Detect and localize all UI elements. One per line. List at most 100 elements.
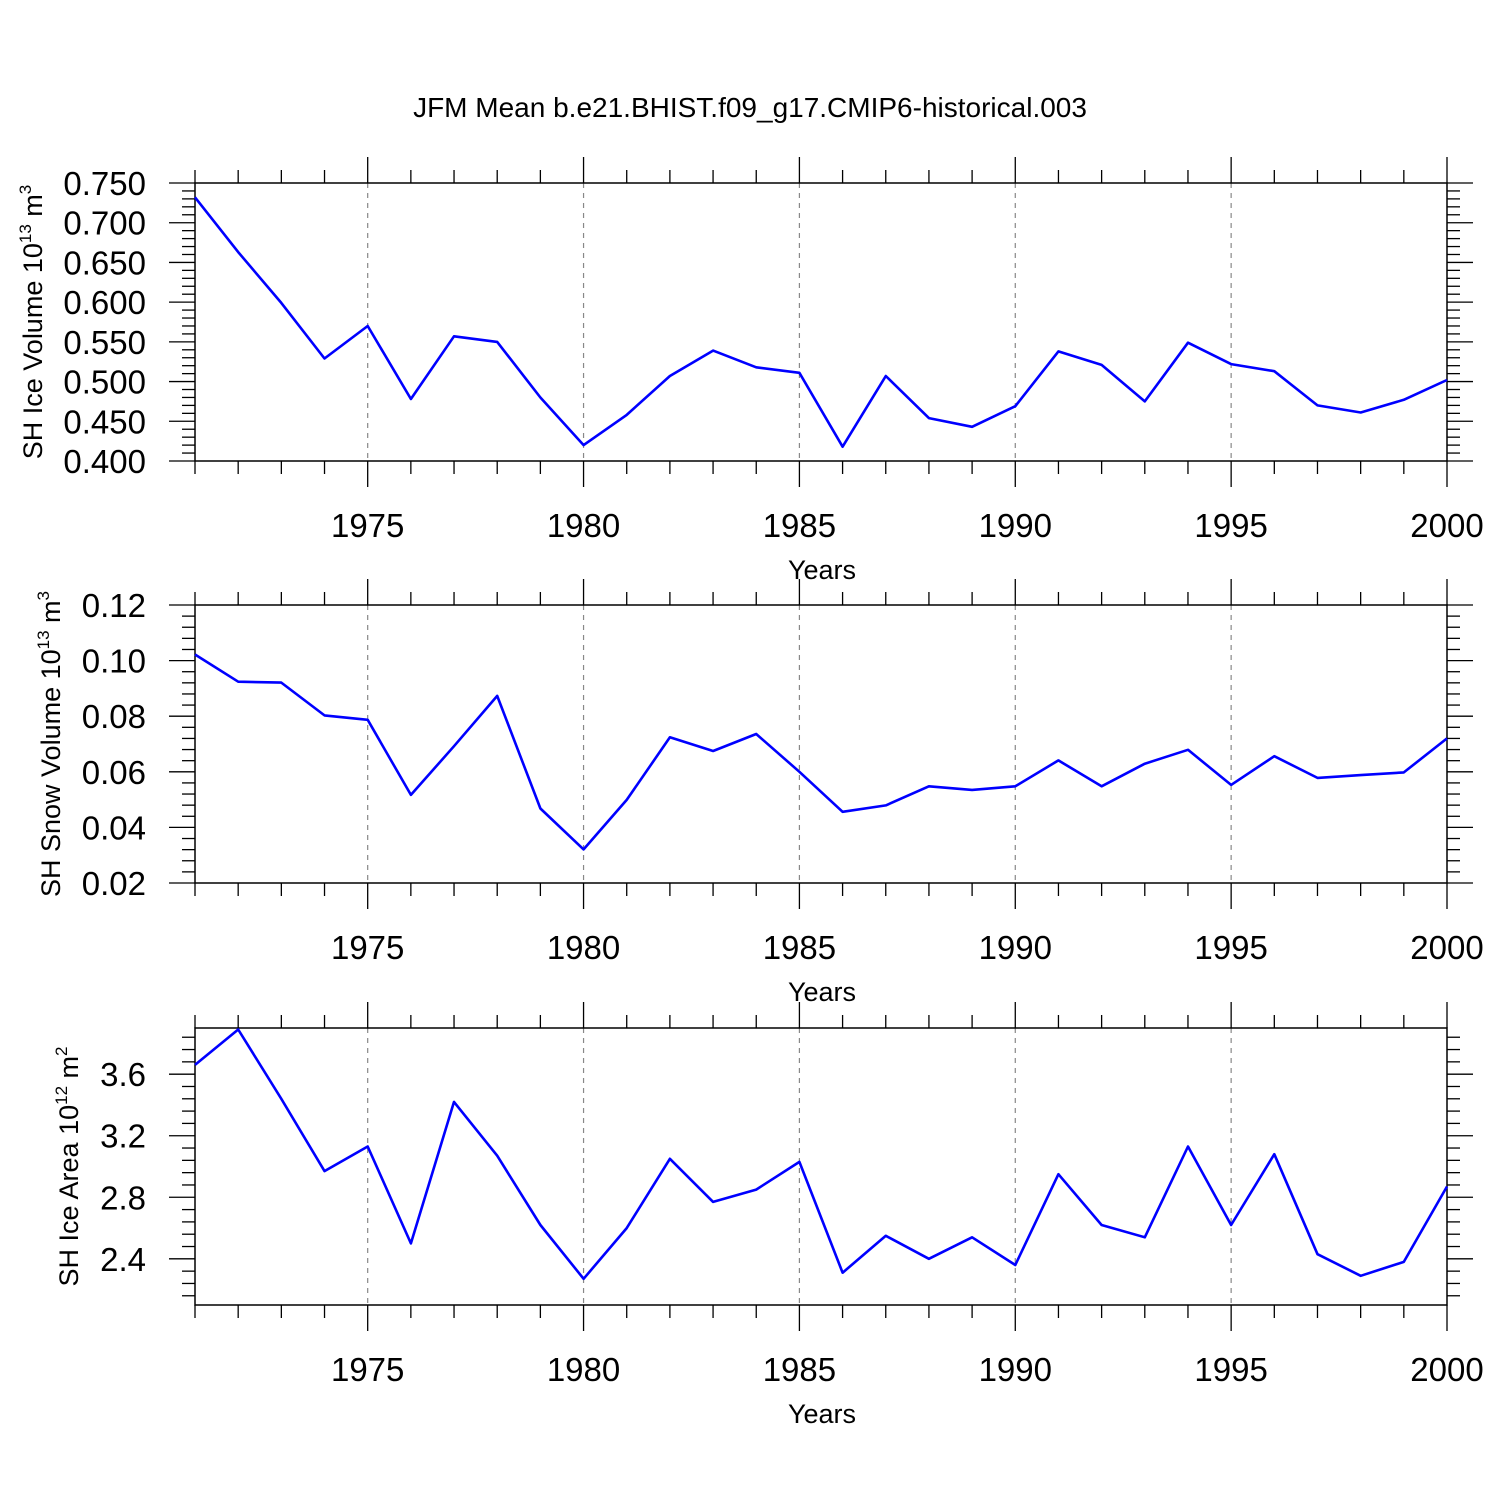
x-tick-label: 1985 [763, 507, 836, 544]
data-point [366, 324, 370, 328]
data-point [582, 1277, 586, 1281]
x-tick-label: 2000 [1410, 507, 1483, 544]
y-tick-label: 0.450 [63, 403, 146, 440]
data-point [538, 1223, 542, 1227]
x-axis-label: Years [788, 555, 856, 585]
series-line [193, 196, 1448, 449]
data-point [970, 1235, 974, 1239]
data-point [754, 732, 758, 736]
data-point [1229, 1223, 1233, 1227]
data-point [668, 374, 672, 378]
data-point [927, 416, 931, 420]
figure-title: JFM Mean b.e21.BHIST.f09_g17.CMIP6-histo… [413, 92, 1087, 123]
data-point [279, 1097, 283, 1101]
y-tick-label: 0.06 [82, 754, 146, 791]
series-line [194, 653, 1448, 851]
data-point [1100, 1223, 1104, 1227]
data-point [193, 652, 197, 656]
data-point [323, 713, 327, 717]
x-tick-label: 1975 [331, 1351, 404, 1388]
data-point [970, 425, 974, 429]
plot-frame [194, 1027, 1448, 1306]
x-tick-label: 1980 [547, 929, 620, 966]
data-point [668, 735, 672, 739]
x-tick-label: 2000 [1410, 1351, 1483, 1388]
data-point [495, 694, 499, 698]
data-point [970, 788, 974, 792]
x-tick-label: 1995 [1194, 507, 1267, 544]
data-point [1143, 1235, 1147, 1239]
data-point [797, 371, 801, 375]
data-point [1315, 1252, 1319, 1256]
data-point [754, 365, 758, 369]
data-point [1402, 770, 1406, 774]
data-point [1186, 1144, 1190, 1148]
data-point [1186, 748, 1190, 752]
data-point [1100, 784, 1104, 788]
x-tick-label: 2000 [1410, 929, 1483, 966]
y-axis-label: SH Snow Volume 1013 m3 [34, 591, 66, 897]
data-point [927, 1257, 931, 1261]
data-point [452, 334, 456, 338]
y-tick-label: 0.08 [82, 698, 146, 735]
data-point [323, 1169, 327, 1173]
x-tick-label: 1985 [763, 1351, 836, 1388]
data-point [279, 301, 283, 305]
data-point [1445, 736, 1449, 740]
data-point [1143, 399, 1147, 403]
data-point [797, 770, 801, 774]
data-point [409, 1241, 413, 1245]
x-tick-label: 1990 [979, 1351, 1052, 1388]
data-point [1013, 404, 1017, 408]
data-point [1315, 776, 1319, 780]
data-point [236, 1028, 240, 1032]
data-point [1272, 754, 1276, 758]
data-point [884, 803, 888, 807]
plot-frame [194, 604, 1448, 884]
data-point [884, 374, 888, 378]
x-tick-label: 1995 [1194, 1351, 1267, 1388]
data-point [668, 1157, 672, 1161]
data-point [279, 681, 283, 685]
plot-frame [194, 182, 1448, 462]
data-point [1359, 773, 1363, 777]
data-point [538, 395, 542, 399]
data-point [625, 1226, 629, 1230]
data-point [1186, 341, 1190, 345]
data-point [841, 1271, 845, 1275]
series-line [194, 1028, 1449, 1281]
data-point [1143, 762, 1147, 766]
data-point [884, 1234, 888, 1238]
y-tick-label: 0.500 [63, 364, 146, 401]
data-point [711, 349, 715, 353]
data-point [1445, 1185, 1449, 1189]
x-tick-label: 1975 [331, 929, 404, 966]
x-tick-label: 1975 [331, 507, 404, 544]
y-tick-label: 0.700 [63, 205, 146, 242]
data-point [797, 1160, 801, 1164]
data-point [625, 413, 629, 417]
y-tick-label: 0.550 [63, 324, 146, 361]
x-tick-label: 1985 [763, 929, 836, 966]
y-tick-label: 0.02 [82, 865, 146, 902]
data-point [366, 1144, 370, 1148]
y-tick-label: 0.600 [63, 284, 146, 321]
data-point [452, 744, 456, 748]
data-point [1272, 1152, 1276, 1156]
data-point [495, 340, 499, 344]
y-tick-label: 3.6 [100, 1056, 146, 1093]
data-point [582, 443, 586, 447]
data-point [1056, 349, 1060, 353]
x-tick-label: 1995 [1194, 929, 1267, 966]
y-tick-label: 0.04 [82, 809, 146, 846]
data-point [366, 718, 370, 722]
data-point [1402, 398, 1406, 402]
x-tick-label: 1980 [547, 1351, 620, 1388]
data-point [1056, 1172, 1060, 1176]
data-point [927, 784, 931, 788]
data-point [538, 806, 542, 810]
x-axis-label: Years [788, 977, 856, 1007]
data-point [193, 1063, 197, 1067]
data-point [1056, 758, 1060, 762]
